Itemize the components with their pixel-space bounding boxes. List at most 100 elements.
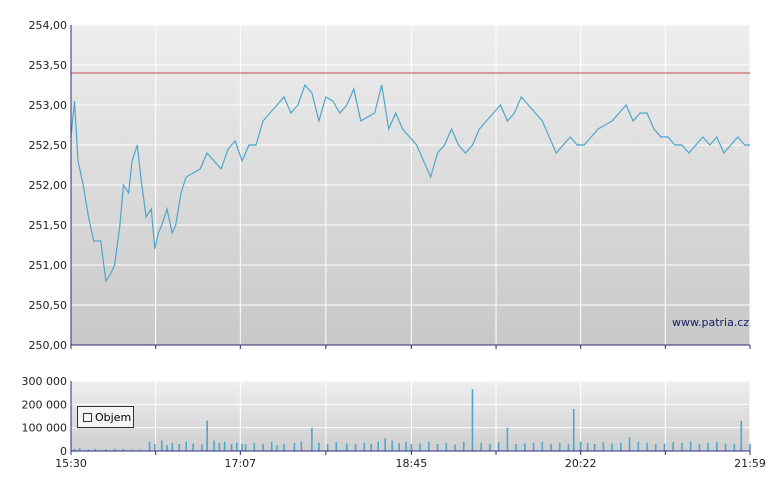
volume-bar bbox=[506, 427, 509, 451]
volume-bar bbox=[230, 444, 233, 451]
volume-bar bbox=[345, 443, 348, 451]
x-tick-label: 18:45 bbox=[396, 457, 428, 470]
volume-bar bbox=[335, 442, 338, 451]
volume-y-tick-label: 200 000 bbox=[22, 398, 68, 411]
volume-bar bbox=[318, 442, 320, 451]
legend-label: Objem bbox=[95, 410, 132, 424]
volume-bar bbox=[716, 442, 718, 451]
volume-bar bbox=[572, 409, 575, 451]
volume-bar bbox=[567, 444, 570, 451]
volume-bar bbox=[419, 443, 421, 451]
volume-bar bbox=[283, 444, 285, 451]
volume-bar bbox=[311, 427, 313, 451]
volume-bar bbox=[749, 444, 751, 451]
x-tick-label: 21:59 bbox=[734, 457, 766, 470]
volume-bar bbox=[87, 449, 90, 451]
volume-bar bbox=[236, 442, 238, 451]
volume-bar bbox=[377, 441, 380, 451]
volume-bar bbox=[171, 442, 174, 451]
price-series-line bbox=[70, 83, 750, 283]
volume-bar bbox=[532, 442, 535, 451]
volume-bar bbox=[192, 443, 194, 451]
volume-panel-background bbox=[71, 381, 750, 451]
volume-y-tick-label: 300 000 bbox=[22, 375, 68, 388]
volume-bar bbox=[201, 444, 203, 451]
volume-bar bbox=[410, 444, 413, 451]
volume-bar bbox=[244, 444, 247, 451]
volume-bar bbox=[293, 442, 296, 451]
volume-bar bbox=[160, 440, 163, 451]
price-y-tick-label: 251,00 bbox=[29, 259, 68, 272]
volume-bar bbox=[73, 449, 76, 451]
volume-bar bbox=[628, 437, 631, 451]
volume-bar bbox=[515, 444, 517, 451]
x-tick-label: 20:22 bbox=[565, 457, 597, 470]
volume-bar bbox=[550, 444, 552, 451]
volume-bar bbox=[262, 444, 264, 451]
volume-bar bbox=[78, 448, 81, 451]
volume-bar bbox=[689, 441, 692, 451]
volume-bar bbox=[579, 441, 582, 451]
volume-bar bbox=[524, 443, 526, 451]
price-y-tick-label: 252,50 bbox=[29, 139, 68, 152]
volume-bar bbox=[497, 442, 500, 451]
volume-bar bbox=[672, 442, 674, 451]
volume-bar bbox=[611, 443, 613, 451]
volume-bar bbox=[276, 445, 278, 451]
volume-bar bbox=[354, 444, 357, 451]
volume-bar bbox=[391, 440, 393, 451]
volume-bar bbox=[178, 444, 181, 451]
volume-bar bbox=[241, 444, 243, 451]
price-y-tick-label: 253,00 bbox=[29, 99, 68, 112]
legend-swatch-icon bbox=[83, 412, 92, 422]
volume-bar bbox=[140, 449, 142, 451]
volume-bar bbox=[370, 444, 373, 451]
volume-bar bbox=[398, 442, 400, 451]
volume-legend: Objem bbox=[77, 406, 134, 428]
volume-bar bbox=[462, 441, 465, 451]
volume-bar bbox=[122, 449, 125, 451]
volume-bar bbox=[646, 442, 648, 451]
volume-bar bbox=[206, 420, 208, 451]
volume-bar bbox=[454, 444, 456, 451]
price-y-axis-labels: 254,00 253,50 253,00 252,50 252,00 251,50 251,… bbox=[29, 19, 68, 352]
volume-bar bbox=[480, 442, 482, 451]
volume-y-tick-label: 0 bbox=[60, 445, 67, 458]
volume-bar bbox=[602, 442, 605, 451]
volume-bar bbox=[445, 442, 448, 451]
price-y-tick-label: 254,00 bbox=[29, 19, 68, 32]
volume-bar bbox=[363, 442, 366, 451]
volume-bar bbox=[558, 442, 561, 451]
volume-bar bbox=[213, 440, 215, 451]
volume-bar bbox=[724, 443, 727, 451]
volume-bar bbox=[148, 441, 151, 451]
volume-bar bbox=[489, 444, 491, 451]
volume-bar bbox=[663, 443, 666, 451]
volume-bars bbox=[73, 389, 751, 451]
price-y-tick-label: 251,50 bbox=[29, 219, 68, 232]
volume-bar bbox=[223, 441, 226, 451]
volume-bar bbox=[131, 449, 133, 451]
volume-bar bbox=[637, 441, 640, 451]
x-axis-labels: 15:30 17:07 18:45 20:22 21:59 bbox=[55, 457, 766, 470]
volume-bar bbox=[105, 449, 107, 451]
volume-bar bbox=[681, 442, 683, 451]
price-y-tick-label: 250,00 bbox=[29, 339, 68, 352]
volume-y-tick-label: 100 000 bbox=[22, 422, 68, 435]
volume-bar bbox=[113, 448, 116, 451]
volume-bar bbox=[740, 420, 743, 451]
volume-bar bbox=[405, 442, 407, 451]
volume-bar bbox=[654, 444, 657, 451]
volume-bar bbox=[153, 444, 156, 451]
volume-bar bbox=[270, 441, 273, 451]
volume-bar bbox=[218, 442, 221, 451]
volume-bar bbox=[436, 444, 439, 451]
volume-bar bbox=[94, 448, 97, 451]
volume-bar bbox=[620, 442, 622, 451]
volume-bar bbox=[733, 444, 736, 451]
volume-bar bbox=[707, 442, 709, 451]
volume-bar bbox=[698, 444, 701, 451]
volume-bar bbox=[471, 389, 474, 451]
